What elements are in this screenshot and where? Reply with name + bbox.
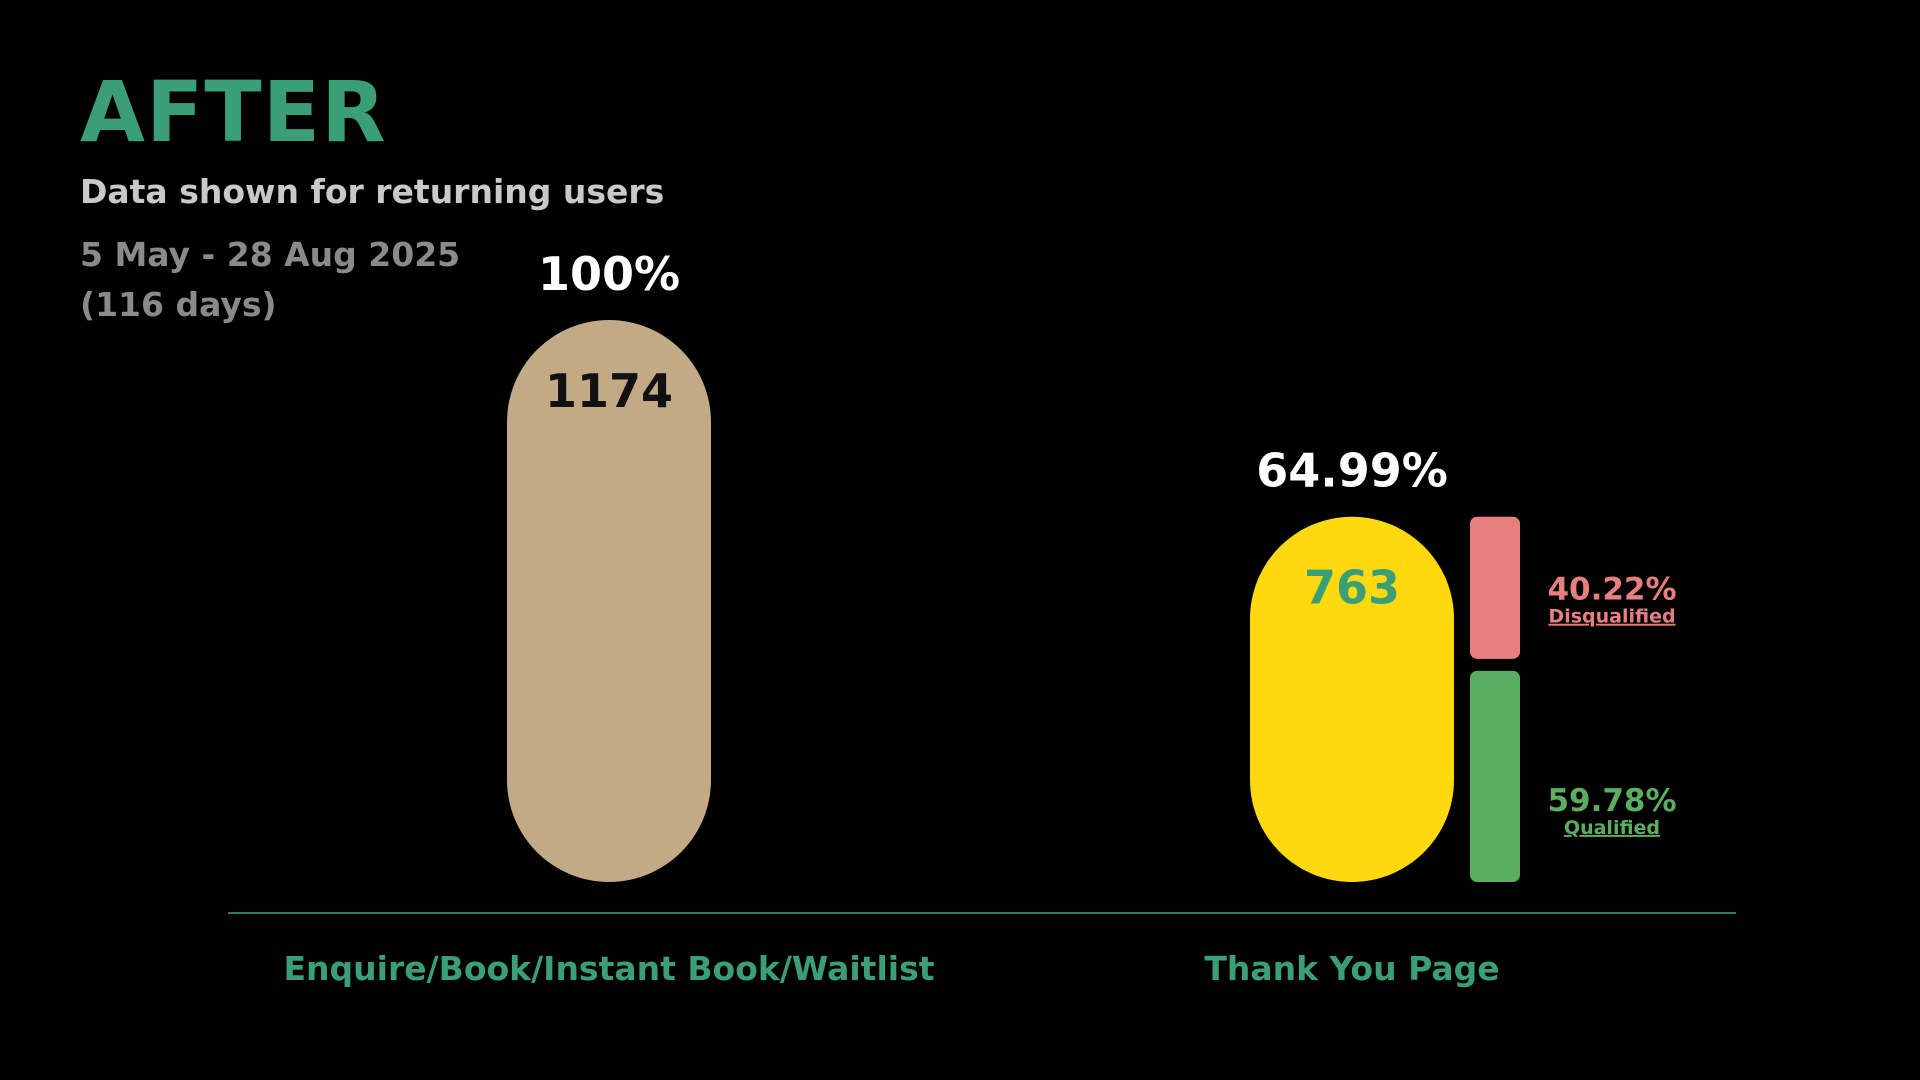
- category-label-thank-you-page: Thank You Page: [1204, 949, 1499, 988]
- value-label-enquire: 1174: [545, 364, 673, 418]
- days-count: (116 days): [80, 285, 277, 324]
- chart-title: AFTER: [80, 63, 387, 161]
- category-label-enquire: Enquire/Book/Instant Book/Waitlist: [284, 949, 935, 988]
- value-label-thank-you-page: 763: [1304, 561, 1400, 615]
- percent-label-enquire: 100%: [538, 247, 680, 301]
- segment-percent-qualified: 59.78%: [1547, 783, 1676, 819]
- bar-thank-you-page: [1250, 516, 1454, 882]
- bar-enquire: [507, 320, 711, 882]
- date-range: 5 May - 28 Aug 2025 (116 days): [80, 230, 460, 330]
- date-range-text: 5 May - 28 Aug 2025: [80, 235, 461, 274]
- segment-name-qualified: Qualified: [1564, 817, 1660, 839]
- segment-name-disqualified: Disqualified: [1548, 606, 1675, 628]
- segment-qualified: [1470, 670, 1520, 882]
- segment-disqualified: [1470, 516, 1520, 659]
- segment-percent-disqualified: 40.22%: [1547, 572, 1676, 608]
- percent-label-thank-you-page: 64.99%: [1256, 444, 1448, 498]
- chart-subtitle: Data shown for returning users: [80, 172, 665, 211]
